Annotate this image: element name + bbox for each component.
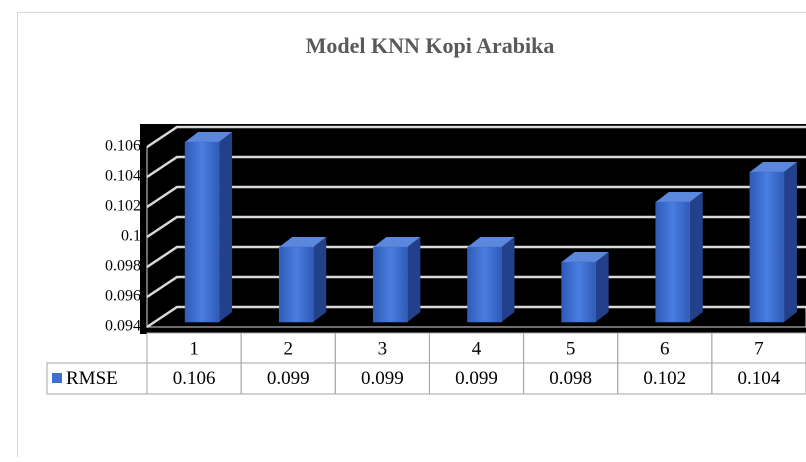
- bar-side: [407, 237, 420, 322]
- bar-front: [279, 247, 313, 322]
- x-tick-label: 6: [660, 338, 670, 359]
- y-tick-label: 0.098: [105, 258, 141, 275]
- bar-side: [690, 192, 703, 322]
- x-tick-label: 5: [566, 338, 576, 359]
- table-value: 0.102: [643, 368, 686, 389]
- legend-swatch: [52, 373, 62, 383]
- legend-label: RMSE: [66, 368, 118, 389]
- table-value: 0.099: [267, 368, 310, 389]
- bar: [279, 237, 326, 322]
- bar-side: [219, 132, 232, 322]
- bar-front: [373, 247, 407, 322]
- bar-side: [596, 252, 609, 322]
- table-value: 0.104: [738, 368, 781, 389]
- x-tick-label: 1: [189, 338, 199, 359]
- y-tick-label: 0.104: [105, 168, 141, 185]
- chart-title: Model KNN Kopi Arabika: [306, 33, 555, 58]
- bar-front: [468, 247, 502, 322]
- y-tick-label: 0.106: [105, 138, 141, 155]
- bar-front: [562, 262, 596, 322]
- bar-front: [750, 172, 784, 322]
- bar-side: [784, 162, 797, 322]
- table-value: 0.106: [173, 368, 216, 389]
- table-value: 0.098: [549, 368, 592, 389]
- x-tick-label: 7: [754, 338, 764, 359]
- y-tick-label: 0.094: [105, 318, 141, 335]
- table-value: 0.099: [361, 368, 404, 389]
- bar-front: [656, 202, 690, 322]
- bar: [373, 237, 420, 322]
- table-value: 0.099: [455, 368, 498, 389]
- x-tick-label: 2: [283, 338, 293, 359]
- bar-side: [313, 237, 326, 322]
- bar: [185, 132, 232, 322]
- bar: [468, 237, 515, 322]
- y-tick-label: 0.1: [121, 228, 141, 245]
- bar-side: [502, 237, 515, 322]
- bar: [656, 192, 703, 322]
- x-tick-label: 3: [378, 338, 388, 359]
- y-tick-label: 0.102: [105, 198, 141, 215]
- bar: [750, 162, 797, 322]
- y-tick-label: 0.096: [105, 288, 141, 305]
- x-tick-label: 4: [472, 338, 482, 359]
- bar-front: [185, 142, 219, 322]
- bar: [562, 252, 609, 322]
